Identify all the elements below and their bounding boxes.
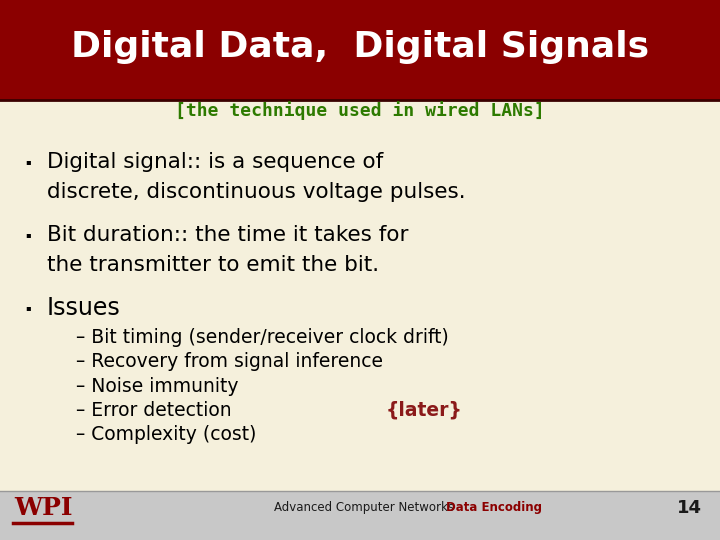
Text: Data Encoding: Data Encoding — [446, 501, 542, 514]
Text: {later}: {later} — [385, 401, 462, 420]
Text: Advanced Computer Networks: Advanced Computer Networks — [274, 501, 454, 514]
Text: Bit duration:: the time it takes for: Bit duration:: the time it takes for — [47, 225, 408, 245]
Text: WPI: WPI — [14, 496, 73, 519]
Text: 14: 14 — [677, 498, 702, 517]
Text: ▪: ▪ — [25, 158, 31, 166]
Text: – Complexity (cost): – Complexity (cost) — [76, 425, 256, 444]
Text: Digital Data,  Digital Signals: Digital Data, Digital Signals — [71, 30, 649, 64]
Text: Digital signal:: is a sequence of: Digital signal:: is a sequence of — [47, 152, 383, 172]
Text: – Recovery from signal inference: – Recovery from signal inference — [76, 352, 382, 372]
Text: [the technique used in wired LANs]: [the technique used in wired LANs] — [175, 101, 545, 120]
Text: ▪: ▪ — [25, 231, 31, 239]
FancyBboxPatch shape — [0, 491, 720, 540]
FancyBboxPatch shape — [0, 0, 720, 100]
Text: the transmitter to emit the bit.: the transmitter to emit the bit. — [47, 254, 379, 275]
Text: ▪: ▪ — [25, 303, 31, 312]
Text: discrete, discontinuous voltage pulses.: discrete, discontinuous voltage pulses. — [47, 181, 465, 202]
Text: Issues: Issues — [47, 296, 120, 320]
Text: – Noise immunity: – Noise immunity — [76, 376, 238, 396]
Text: – Bit timing (sender/receiver clock drift): – Bit timing (sender/receiver clock drif… — [76, 328, 449, 347]
Text: – Error detection: – Error detection — [76, 401, 243, 420]
